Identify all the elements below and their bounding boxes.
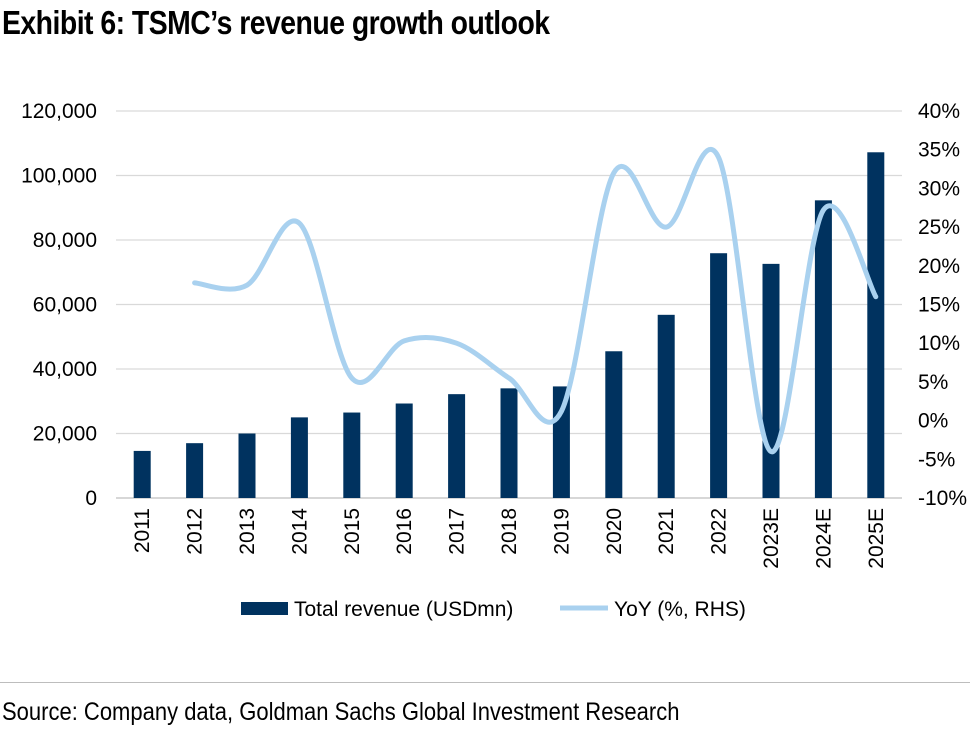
y-left-tick-label: 80,000 — [33, 229, 97, 252]
y-right-tick-label: 40% — [918, 100, 960, 123]
legend-swatch-revenue — [241, 602, 288, 615]
revenue-bar — [343, 412, 361, 498]
x-tick-label: 2023E — [760, 508, 783, 569]
x-tick-label: 2013 — [236, 508, 259, 555]
revenue-growth-chart: 020,00040,00060,00080,000100,000120,000 … — [21, 100, 967, 621]
yoy-line — [192, 146, 879, 455]
right-axis-labels: -10% -5% 0% 5% 10% 15% 20% 25% 30% 35% 40% — [918, 100, 967, 510]
y-right-tick-label: 5% — [918, 371, 948, 394]
revenue-bar — [290, 417, 308, 498]
x-tick-label: 2025E — [865, 508, 888, 569]
revenue-bar — [238, 433, 256, 498]
source-note: Source: Company data, Goldman Sachs Glob… — [2, 698, 680, 726]
x-tick-label: 2021 — [655, 508, 678, 555]
x-tick-label: 2011 — [131, 508, 154, 553]
revenue-bar — [657, 314, 675, 498]
chart-title: Exhibit 6: TSMC’s revenue growth outlook — [2, 4, 550, 41]
y-left-tick-label: 120,000 — [21, 100, 97, 123]
revenue-bar — [867, 152, 885, 498]
revenue-bar — [133, 450, 151, 498]
y-left-tick-label: 60,000 — [33, 294, 97, 317]
x-tick-label: 2016 — [393, 508, 416, 555]
y-right-tick-label: 15% — [918, 294, 960, 317]
source-divider — [0, 682, 970, 683]
x-tick-label: 2018 — [498, 508, 521, 555]
y-right-tick-label: -10% — [918, 487, 967, 510]
y-right-tick-label: 25% — [918, 216, 960, 239]
x-axis-labels: 2011 2012 2013 2014 2015 2016 2017 2018 2019 2020… — [131, 508, 888, 569]
left-axis-labels: 0 20,000 40,000 60,000 80,000 100,000 120,000 — [21, 100, 97, 510]
y-left-tick-label: 100,000 — [21, 165, 97, 188]
revenue-bar — [448, 394, 466, 498]
y-right-tick-label: 20% — [918, 255, 960, 278]
x-tick-label: 2017 — [446, 508, 469, 555]
y-right-tick-label: 10% — [918, 332, 960, 355]
revenue-bar — [762, 263, 780, 498]
y-right-tick-label: -5% — [918, 448, 955, 471]
y-left-tick-label: 20,000 — [33, 423, 97, 446]
x-tick-label: 2012 — [184, 508, 207, 555]
x-tick-label: 2020 — [603, 508, 626, 555]
revenue-bar — [186, 443, 204, 498]
legend-label-yoy: YoY (%, RHS) — [614, 598, 746, 621]
revenue-bars — [133, 152, 885, 498]
yoy-series-line — [192, 146, 879, 455]
revenue-bar — [500, 388, 518, 498]
legend: Total revenue (USDmn) YoY (%, RHS) — [241, 598, 746, 621]
revenue-bar — [710, 253, 728, 498]
y-left-tick-label: 0 — [85, 487, 97, 510]
y-right-tick-label: 0% — [918, 410, 948, 433]
x-tick-label: 2022 — [708, 508, 731, 555]
revenue-bar — [605, 351, 623, 498]
revenue-bar — [395, 403, 413, 498]
x-tick-label: 2024E — [812, 508, 835, 569]
revenue-bar — [814, 200, 832, 498]
x-tick-label: 2015 — [341, 508, 364, 555]
y-left-tick-label: 40,000 — [33, 358, 97, 381]
x-tick-label: 2019 — [550, 508, 573, 555]
x-tick-label: 2014 — [288, 508, 311, 555]
y-right-tick-label: 30% — [918, 177, 960, 200]
legend-label-revenue: Total revenue (USDmn) — [294, 598, 513, 621]
y-right-tick-label: 35% — [918, 139, 960, 162]
